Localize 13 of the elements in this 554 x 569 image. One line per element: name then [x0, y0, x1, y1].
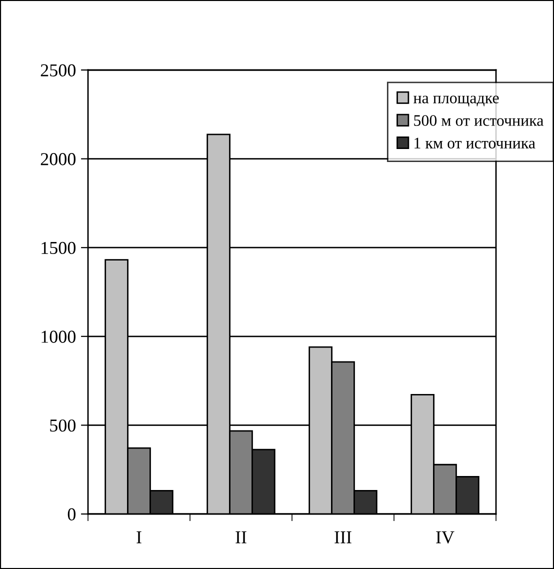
- y-tick-label: 1500: [42, 242, 76, 254]
- y-tick-label: 0: [68, 508, 76, 520]
- legend-label: на площадке: [414, 96, 499, 107]
- y-tick-label: 2000: [40, 153, 76, 166]
- legend-label: 1 км от источника: [414, 138, 536, 148]
- y-tick-label: 1000: [42, 330, 76, 343]
- y-tick-label: 2500: [40, 64, 76, 76]
- legend-label: 500 м от источника: [414, 115, 544, 126]
- x-tick-label: II: [236, 531, 246, 544]
- x-tick-label: IV: [436, 531, 454, 544]
- x-tick-label: III: [334, 531, 352, 544]
- y-tick-label: 500: [50, 419, 76, 432]
- x-tick-label: I: [136, 531, 142, 544]
